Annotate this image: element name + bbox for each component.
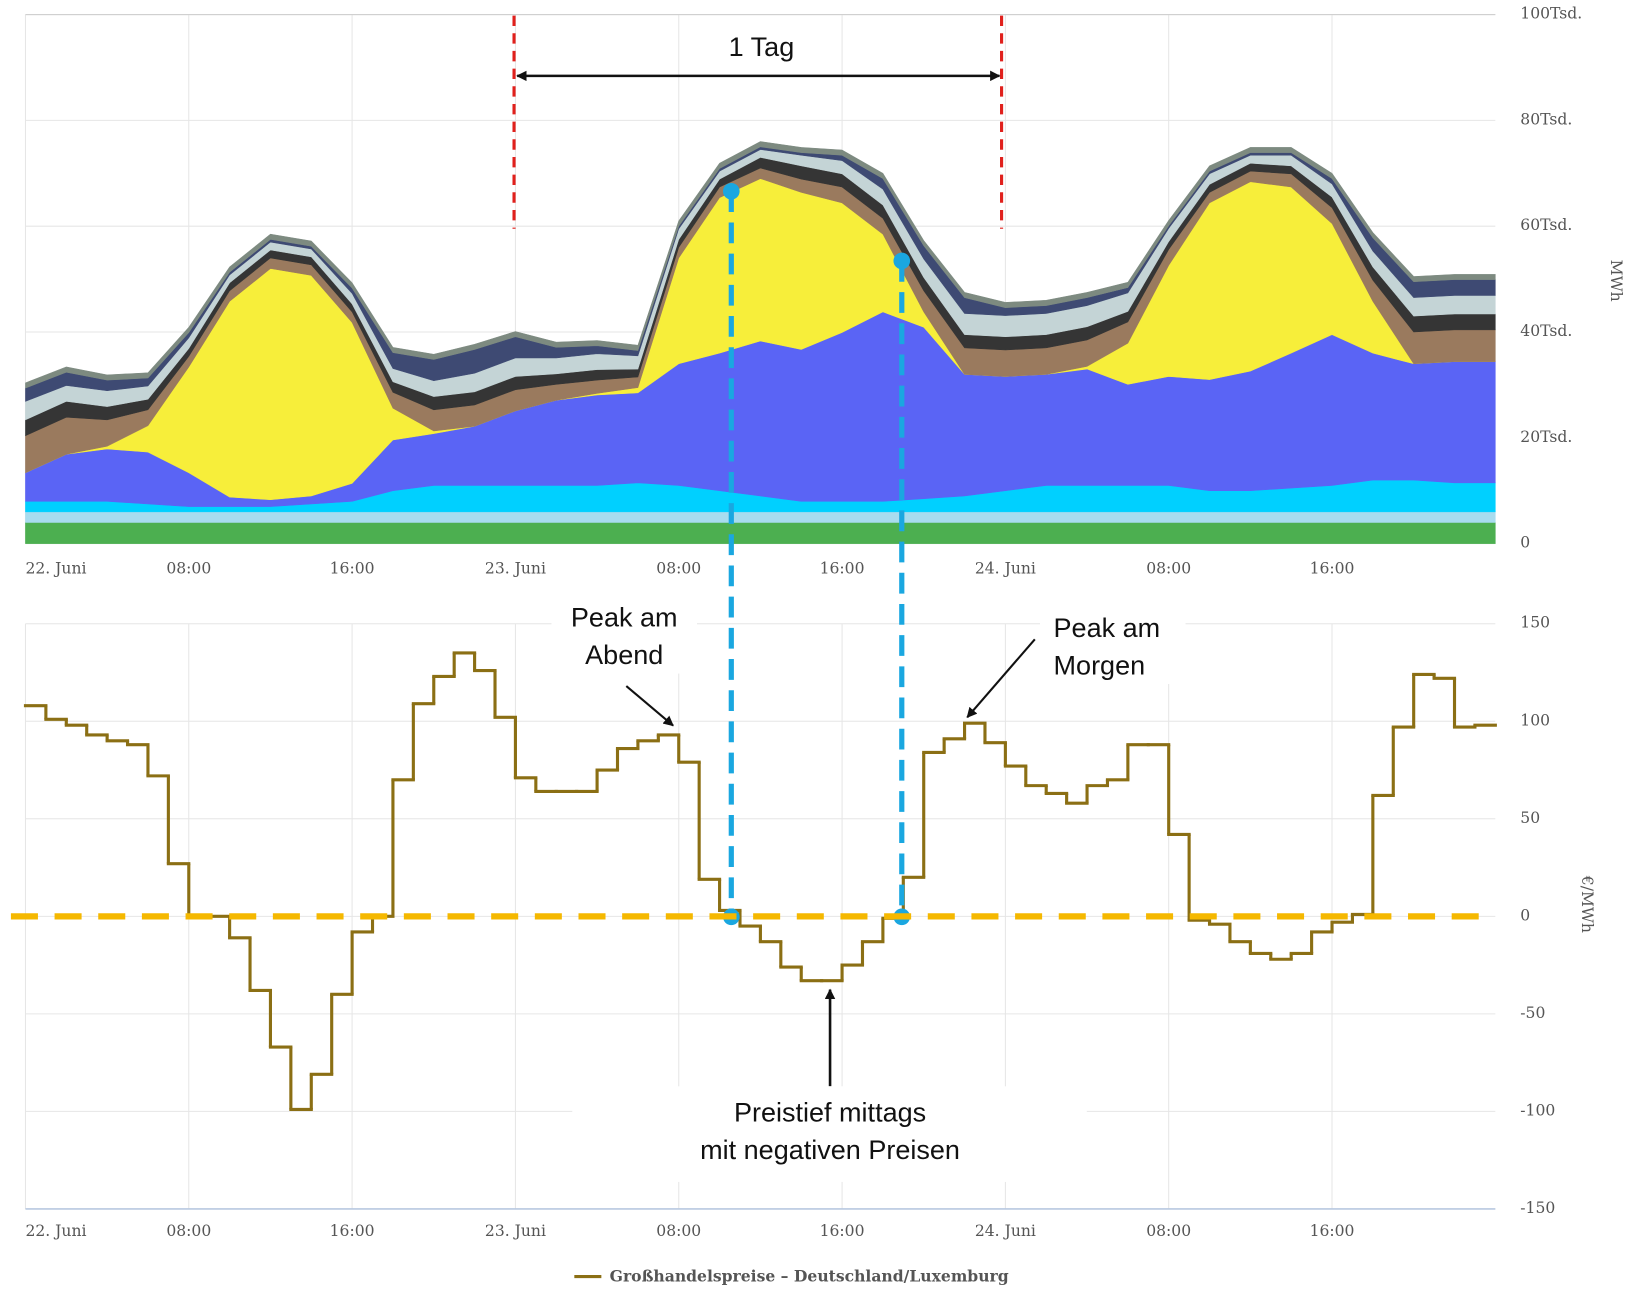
stacked-area (25, 141, 1496, 389)
annotation-bg (1040, 609, 1186, 685)
y-tick-label: 40Tsd. (1520, 322, 1572, 340)
y-tick-label: 150 (1520, 614, 1550, 632)
annotation: Abend (585, 640, 663, 670)
y-tick-label: 50 (1520, 809, 1540, 827)
stacked-area (25, 522, 1496, 544)
x-tick-label: 08:00 (656, 1222, 701, 1240)
y-tick-label: 0 (1520, 534, 1530, 552)
x-tick-label: 24. Juni (975, 560, 1036, 578)
x-tick-label: 16:00 (820, 1222, 865, 1240)
annotation: Morgen (1054, 651, 1146, 681)
annotation-arrow (966, 638, 1036, 719)
y-axis-title: €/MWh (1578, 875, 1596, 933)
annotation-arrow (625, 685, 674, 727)
legend-label: Großhandelspreise – Deutschland/Luxembur… (610, 1267, 1009, 1286)
x-tick-label: 24. Juni (975, 1222, 1036, 1240)
y-tick-label: 100 (1520, 711, 1550, 729)
annotation: Peak am (571, 603, 678, 633)
x-tick-label: 23. Juni (485, 560, 546, 578)
price-chart: -150 -100 -50 0 50 100 150 22. Juni 08:00 16:00 23… (23, 614, 1596, 1240)
annotation: Peak am (1054, 613, 1161, 643)
x-tick-label: 08:00 (1146, 560, 1191, 578)
y-axis-title: MWh (1607, 260, 1625, 302)
y-tick-label: -100 (1520, 1101, 1555, 1119)
x-tick-label: 22. Juni (25, 560, 86, 578)
annotation-bg (572, 1086, 1087, 1182)
y-tick-label: 100Tsd. (1520, 5, 1582, 23)
x-tick-label: 16:00 (1310, 560, 1355, 578)
area-chart: 0 20Tsd. 40Tsd. 60Tsd. 80Tsd. 100Tsd. 22. Juni… (24, 5, 1625, 578)
x-tick-label: 16:00 (1310, 1222, 1355, 1240)
link-dot (893, 252, 911, 270)
annotation-bg (551, 600, 697, 674)
annotation: 1 Tag (729, 32, 795, 62)
x-tick-label: 08:00 (1146, 1222, 1191, 1240)
x-tick-label: 16:00 (330, 560, 375, 578)
x-tick-label: 23. Juni (485, 1222, 546, 1240)
y-tick-label: 60Tsd. (1520, 216, 1572, 234)
x-tick-label: 08:00 (166, 1222, 211, 1240)
x-tick-label: 16:00 (330, 1222, 375, 1240)
y-tick-label: 80Tsd. (1520, 110, 1572, 128)
y-tick-label: -150 (1520, 1199, 1555, 1217)
x-tick-label: 22. Juni (25, 1222, 86, 1240)
x-tick-label: 08:00 (656, 560, 701, 578)
x-tick-label: 08:00 (166, 560, 211, 578)
y-tick-label: -50 (1520, 1004, 1545, 1022)
y-tick-label: 20Tsd. (1520, 428, 1572, 446)
stacked-area (25, 511, 1496, 523)
annotations: 1 Tag Peak am Abend Peak am Morgen Preistief … (10, 15, 1490, 1182)
y-tick-label: 0 (1520, 906, 1530, 924)
annotation: Preistief mittags (734, 1098, 926, 1128)
annotation: mit negativen Preisen (700, 1135, 960, 1165)
x-tick-label: 16:00 (820, 560, 865, 578)
link-dot (722, 182, 740, 200)
